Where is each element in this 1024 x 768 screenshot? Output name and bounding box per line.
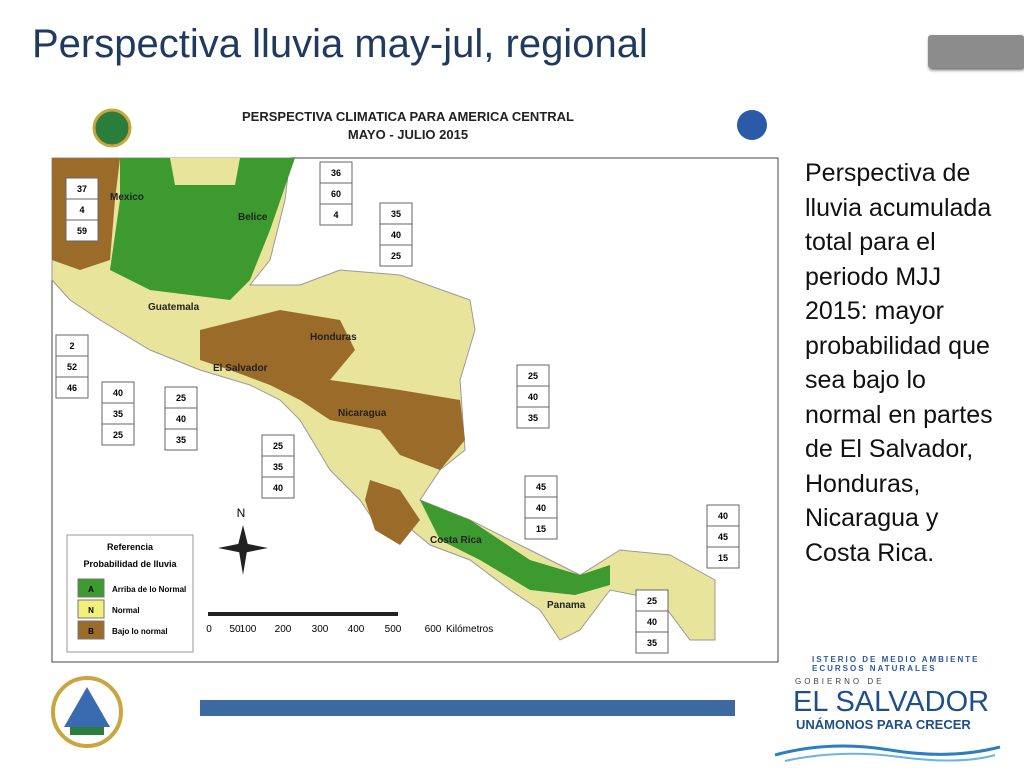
probability-value: 40 (647, 617, 657, 627)
country-label: Mexico (110, 192, 144, 203)
probability-value: 45 (718, 532, 728, 542)
scale-label: 0 (206, 624, 212, 635)
ministry-line: ECURSOS NATURALES (812, 664, 937, 673)
land-above (110, 158, 295, 300)
country-label: Costa Rica (430, 535, 482, 546)
scale-label: 400 (348, 624, 365, 635)
map-subtitle: MAYO - JULIO 2015 (348, 127, 468, 142)
probability-value: 35 (176, 435, 186, 445)
probability-value: 35 (647, 638, 657, 648)
probability-value: 46 (67, 383, 77, 393)
probability-value: 37 (77, 184, 87, 194)
probability-value: 25 (113, 430, 123, 440)
probability-cell (379, 244, 413, 267)
probability-value: 25 (176, 393, 186, 403)
probability-value: 40 (273, 483, 283, 493)
country-label: Guatemala (148, 302, 200, 313)
probability-value: 60 (331, 189, 341, 199)
probability-cell (65, 219, 99, 242)
ministry: ISTERIO DE MEDIO AMBIENTE ECURSOS NATURA… (812, 655, 980, 673)
scale-label: 300 (312, 624, 329, 635)
scale-label: 500 (385, 624, 402, 635)
gov-slogan: UNÁMONOS PARA CRECER (796, 717, 971, 732)
probability-value: 15 (718, 553, 728, 563)
probability-cell (55, 376, 89, 399)
probability-cell (261, 476, 295, 499)
legend-swatch (77, 578, 105, 598)
country-label: El Salvador (213, 363, 268, 374)
logo (92, 108, 132, 148)
probability-value: 2 (69, 341, 74, 351)
country-label: Belice (238, 212, 268, 223)
gov-country: EL SALVADOR (793, 686, 990, 718)
legend-label: Bajo lo normal (112, 627, 168, 636)
probability-value: 40 (528, 392, 538, 402)
land-below (200, 310, 465, 470)
probability-value: 40 (113, 388, 123, 398)
probability-value: 25 (391, 251, 401, 261)
probability-value: 36 (331, 168, 341, 178)
slide-title: Perspectiva lluvia may-jul, regional (32, 22, 648, 66)
probability-value: 35 (113, 409, 123, 419)
footer-bar (200, 700, 735, 716)
land-above (420, 500, 610, 595)
scale-label: 100 (240, 624, 257, 635)
slide-body: Perspectiva de lluvia acumulada total pa… (805, 159, 993, 567)
probability-value: 25 (528, 371, 538, 381)
probability-cell (516, 406, 550, 429)
probability-value: 4 (333, 210, 338, 220)
probability-value: 45 (536, 482, 546, 492)
probability-value: 25 (647, 596, 657, 606)
legend-swatch (77, 620, 105, 640)
land-normal-patch (170, 158, 240, 185)
probability-value: 25 (273, 441, 283, 451)
legend-label: Normal (112, 606, 140, 615)
scale-bar (208, 612, 398, 616)
legend-title: Referencia (107, 542, 154, 552)
probability-value: 40 (718, 511, 728, 521)
probability-cell (635, 631, 669, 654)
map-title: PERSPECTIVA CLIMATICA PARA AMERICA CENTR… (242, 109, 574, 124)
probability-value: 35 (273, 462, 283, 472)
legend-code: B (88, 627, 94, 636)
probability-value: 40 (536, 503, 546, 513)
legend-code: N (88, 606, 94, 615)
legend-subtitle: Probabilidad de lluvia (83, 559, 177, 569)
logo (737, 110, 767, 140)
country-label: Panama (547, 600, 586, 611)
scale-label: 200 (275, 624, 292, 635)
probability-value: 59 (77, 226, 87, 236)
probability-cell (524, 517, 558, 540)
legend-swatch (77, 599, 105, 619)
land-below (365, 480, 420, 545)
probability-value: 40 (391, 230, 401, 240)
scale-label: 600 (425, 624, 442, 635)
probability-value: 35 (391, 209, 401, 219)
corner-tab (928, 35, 1024, 68)
seal (51, 676, 123, 748)
probability-value: 40 (176, 414, 186, 424)
waves (774, 744, 1001, 762)
ministry-line: ISTERIO DE MEDIO AMBIENTE (812, 655, 980, 664)
scale-unit: Kilómetros (446, 624, 493, 635)
north-arrow: N (218, 506, 268, 575)
probability-value: 15 (536, 524, 546, 534)
north-label: N (237, 506, 246, 520)
legend-code: A (88, 585, 94, 594)
legend-label: Arriba de lo Normal (112, 585, 186, 594)
probability-value: 4 (79, 205, 84, 215)
probability-cell (319, 203, 353, 226)
country-label: Honduras (310, 332, 357, 343)
country-label: Nicaragua (338, 408, 387, 419)
probability-value: 52 (67, 362, 77, 372)
probability-cell (164, 428, 198, 451)
probability-cell (706, 546, 740, 569)
probability-cell (101, 423, 135, 446)
scale-label: 50 (229, 624, 241, 635)
probability-value: 35 (528, 413, 538, 423)
gov-label: GOBIERNO DE (795, 677, 885, 686)
